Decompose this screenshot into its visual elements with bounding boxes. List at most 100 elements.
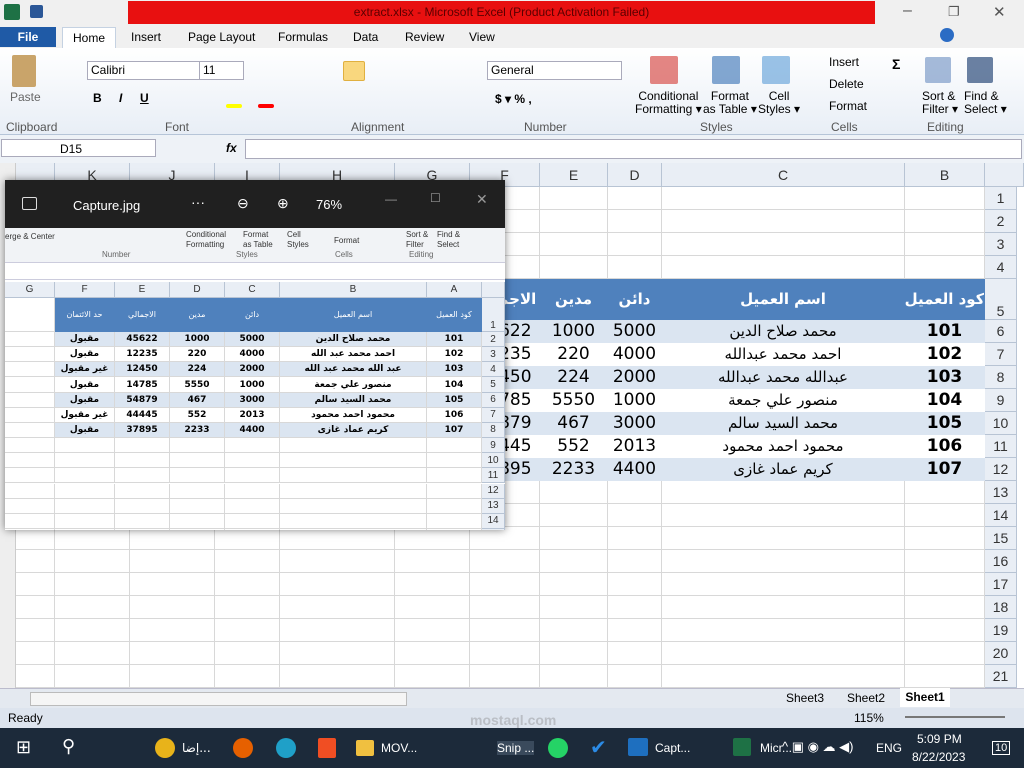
- image-icon[interactable]: [22, 197, 37, 210]
- close[interactable]: ✕: [993, 4, 1006, 21]
- fill-color[interactable]: [226, 104, 242, 108]
- font-name[interactable]: Calibri: [87, 61, 200, 80]
- cond-format-icon[interactable]: [650, 56, 678, 84]
- bold[interactable]: B: [93, 91, 102, 105]
- number-format[interactable]: General: [487, 61, 622, 80]
- formula-input[interactable]: [245, 139, 1022, 159]
- cell: [280, 483, 427, 499]
- hscroll[interactable]: [30, 692, 407, 706]
- photos-icon[interactable]: [628, 738, 648, 756]
- file-tab[interactable]: File: [0, 27, 56, 47]
- italic[interactable]: I: [119, 91, 123, 105]
- home-tab[interactable]: Home: [62, 27, 116, 49]
- cell: [905, 619, 985, 642]
- cell: [55, 498, 115, 514]
- tab[interactable]: Data: [353, 30, 379, 44]
- data-cell: 2233: [540, 458, 608, 481]
- minimize[interactable]: —: [385, 192, 397, 206]
- tab[interactable]: Formulas: [278, 30, 329, 44]
- zoom-slider[interactable]: [905, 716, 1005, 718]
- cell: [662, 619, 905, 642]
- tab[interactable]: Insert: [131, 30, 162, 44]
- fx[interactable]: fx: [226, 141, 237, 155]
- filter-icon[interactable]: [925, 57, 951, 83]
- minimize[interactable]: –: [903, 2, 912, 19]
- cell-styles-icon[interactable]: [762, 56, 790, 84]
- format-table-icon[interactable]: [712, 56, 740, 84]
- cell: [215, 527, 280, 550]
- font-size[interactable]: 11: [199, 61, 244, 80]
- cell: [608, 550, 662, 573]
- sum-icon[interactable]: Σ: [892, 56, 901, 72]
- close[interactable]: ✕: [476, 191, 488, 207]
- sheet-tab[interactable]: Sheet2: [847, 691, 886, 705]
- task-item[interactable]: Capt...: [655, 741, 691, 755]
- tray-icons[interactable]: ^ ▣ ◉ ☁ ◀): [782, 739, 854, 754]
- task-item[interactable]: Micr...: [760, 741, 792, 755]
- cell: [608, 187, 662, 210]
- cell: [55, 527, 130, 550]
- format-button[interactable]: Format: [829, 99, 868, 113]
- task-item[interactable]: Snip ...: [497, 741, 535, 755]
- insert-button[interactable]: Insert: [829, 55, 860, 69]
- check-icon[interactable]: ✔: [590, 737, 607, 759]
- save-icon[interactable]: [30, 5, 43, 18]
- sheet-tab[interactable]: Sheet3: [786, 691, 825, 705]
- delete-button[interactable]: Delete: [829, 77, 864, 91]
- cell: [130, 573, 215, 596]
- edge-icon[interactable]: [276, 738, 296, 758]
- paste-label[interactable]: Paste: [10, 90, 41, 104]
- style-button[interactable]: Cell Styles ▾: [758, 89, 801, 116]
- zoom-in[interactable]: ⊕: [277, 195, 289, 211]
- tab[interactable]: Review: [405, 30, 445, 44]
- help[interactable]: [940, 28, 954, 42]
- brave-icon[interactable]: [318, 738, 336, 758]
- data-cell: محمد صلاح الدين: [662, 320, 905, 343]
- notifications[interactable]: 10: [992, 741, 1011, 755]
- task-item[interactable]: MOV...: [381, 741, 418, 755]
- cell: [470, 573, 540, 596]
- language[interactable]: ENG: [876, 741, 903, 755]
- excel-task-icon[interactable]: [733, 738, 751, 756]
- clock-date[interactable]: 8/22/2023: [912, 750, 966, 764]
- search[interactable]: ⚲: [62, 736, 76, 756]
- ribbon-fragment: Select: [437, 240, 460, 249]
- font-color[interactable]: [258, 104, 274, 108]
- underline[interactable]: U: [140, 91, 149, 105]
- start[interactable]: ⊞: [16, 737, 32, 757]
- group-label: Editing: [409, 250, 434, 259]
- edit-button[interactable]: Sort & Filter ▾: [922, 89, 959, 116]
- sheet-tab-active[interactable]: Sheet1: [900, 688, 950, 707]
- folder-icon[interactable]: [356, 740, 374, 756]
- firefox-icon[interactable]: [233, 738, 253, 758]
- clock-time[interactable]: 5:09 PM: [917, 732, 962, 746]
- whatsapp-icon[interactable]: [548, 738, 568, 758]
- row-header: 4: [482, 362, 505, 378]
- name-box[interactable]: D15: [1, 139, 156, 157]
- zoom-out[interactable]: ⊖: [237, 195, 249, 211]
- row-header: 11: [482, 468, 505, 484]
- style-button[interactable]: Format as Table ▾: [703, 89, 757, 116]
- chrome-icon[interactable]: [155, 738, 175, 758]
- style-button[interactable]: Conditional Formatting ▾: [635, 89, 702, 116]
- tab[interactable]: View: [469, 30, 495, 44]
- cell: [905, 596, 985, 619]
- cell: [608, 642, 662, 665]
- label: Format: [710, 89, 749, 103]
- task-item[interactable]: إضا...: [182, 741, 211, 755]
- find-icon[interactable]: [967, 57, 993, 83]
- more[interactable]: ···: [191, 194, 205, 210]
- wrap-active[interactable]: [343, 61, 365, 81]
- row-header: 21: [985, 665, 1017, 688]
- maximize[interactable]: ❐: [948, 4, 960, 19]
- tab[interactable]: Page Layout: [188, 30, 256, 44]
- currency[interactable]: $ ▾ % ,: [495, 92, 532, 106]
- edit-button[interactable]: Find & Select ▾: [964, 89, 1007, 116]
- cell: [170, 498, 225, 514]
- cell: [662, 504, 905, 527]
- cell: [55, 596, 130, 619]
- cell: [225, 498, 280, 514]
- excel-icon[interactable]: [4, 4, 20, 20]
- maximize[interactable]: ☐: [430, 191, 441, 205]
- paste-icon[interactable]: [12, 55, 36, 87]
